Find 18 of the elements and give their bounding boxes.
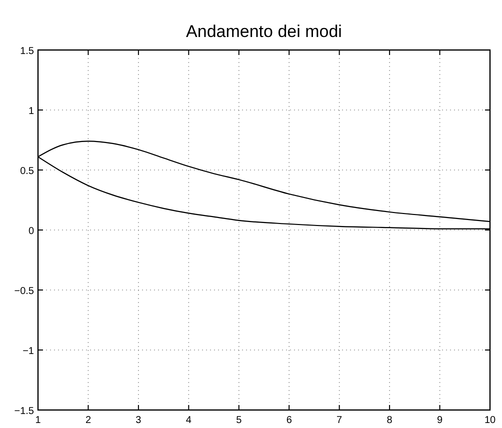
x-tick-label: 9 (436, 415, 443, 426)
y-tick-label: 1.5 (20, 46, 34, 57)
chart-title: Andamento dei modi (186, 22, 342, 41)
x-tick-label: 7 (336, 415, 343, 426)
x-tick-label: 2 (85, 415, 92, 426)
x-tick-label: 5 (236, 415, 242, 426)
y-tick-label: 1 (28, 106, 34, 117)
x-tick-label: 3 (136, 415, 142, 426)
y-tick-label: −1.5 (14, 406, 34, 417)
y-tick-label: −0.5 (14, 286, 34, 297)
x-tick-label: 6 (286, 415, 292, 426)
y-tick-label: 0 (28, 226, 34, 237)
x-tick-label: 8 (386, 415, 393, 426)
x-tick-label: 1 (35, 415, 42, 426)
y-tick-label: 0.5 (20, 166, 34, 177)
y-tick-label: −1 (22, 346, 34, 357)
x-tick-label: 4 (186, 415, 192, 426)
x-tick-label: 10 (484, 415, 496, 426)
